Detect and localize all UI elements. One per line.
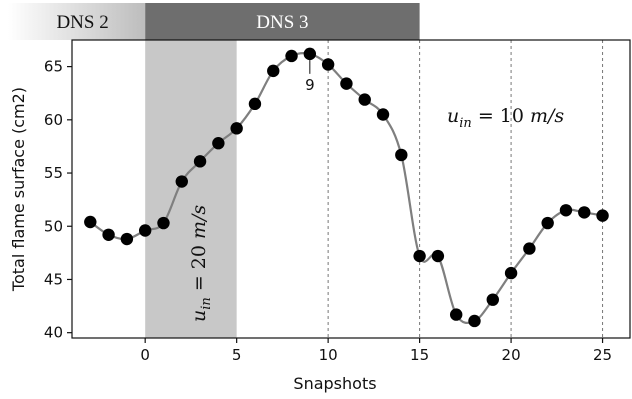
shaded-region-uin-20 <box>145 40 237 338</box>
data-point-11 <box>340 77 353 90</box>
y-tick-label: 55 <box>44 164 63 182</box>
x-tick-label: 10 <box>319 346 338 364</box>
annotation-uin-20: uin = 20 m/s <box>188 205 214 322</box>
x-axis-label: Snapshots <box>293 374 376 393</box>
banner-segment-2 <box>145 3 420 40</box>
y-tick-label: 50 <box>44 217 63 235</box>
banner-segment-1 <box>8 3 146 40</box>
dns-banner: DNS 2 DNS 3 <box>8 3 420 40</box>
data-point-9 <box>303 47 317 61</box>
y-tick-label: 45 <box>44 270 63 288</box>
data-point-0 <box>138 224 152 237</box>
annotation-uin-10: uin = 10 m/s <box>447 105 564 131</box>
data-point-13 <box>376 108 390 121</box>
banner-label-1: DNS 2 <box>56 12 108 33</box>
shaded-region <box>145 40 237 338</box>
data-point-6 <box>248 97 262 111</box>
data-point--1 <box>120 232 134 246</box>
data-point-7 <box>267 64 280 78</box>
data-point-23 <box>559 204 573 217</box>
y-tick-label: 65 <box>44 58 63 76</box>
axes: 0 5 10 15 20 25 40 45 50 55 60 65 Snapshots Total fla… <box>9 39 631 393</box>
x-tick-label: 5 <box>232 346 242 364</box>
data-point-17 <box>449 308 463 321</box>
data-point-24 <box>578 206 591 219</box>
data-point-22 <box>541 216 554 230</box>
data-point-12 <box>358 93 371 106</box>
peak-label: 9 <box>305 76 315 94</box>
data-point-2 <box>175 175 188 188</box>
data-series <box>84 47 609 328</box>
data-point-4 <box>212 137 225 150</box>
data-point-10 <box>321 58 335 71</box>
data-point-18 <box>468 314 481 328</box>
y-tick-label: 40 <box>44 324 63 342</box>
data-point-25 <box>596 209 609 222</box>
data-point-3 <box>193 155 207 168</box>
data-point-15 <box>413 249 426 263</box>
data-point--2 <box>102 228 115 241</box>
data-point-16 <box>431 249 445 263</box>
x-tick-label: 25 <box>593 346 612 364</box>
banner-label-2: DNS 3 <box>256 12 308 33</box>
x-tick-label: 20 <box>502 346 521 364</box>
vertical-dotted-lines <box>327 40 604 338</box>
data-point-8 <box>285 49 298 63</box>
data-point-1 <box>157 216 170 230</box>
y-axis-label: Total flame surface (cm2) <box>9 87 28 292</box>
data-point-21 <box>523 242 536 255</box>
data-point--3 <box>84 215 97 229</box>
plot-frame <box>71 39 631 339</box>
x-tick-label: 0 <box>140 346 150 364</box>
annotations: uin = 10 m/s uin = 20 m/s 9 <box>188 59 564 322</box>
y-tick-label: 60 <box>44 111 63 129</box>
data-point-19 <box>486 293 499 306</box>
x-tick-label: 15 <box>410 346 429 364</box>
data-point-20 <box>504 266 518 280</box>
data-point-14 <box>395 148 408 162</box>
data-point-5 <box>230 122 243 135</box>
